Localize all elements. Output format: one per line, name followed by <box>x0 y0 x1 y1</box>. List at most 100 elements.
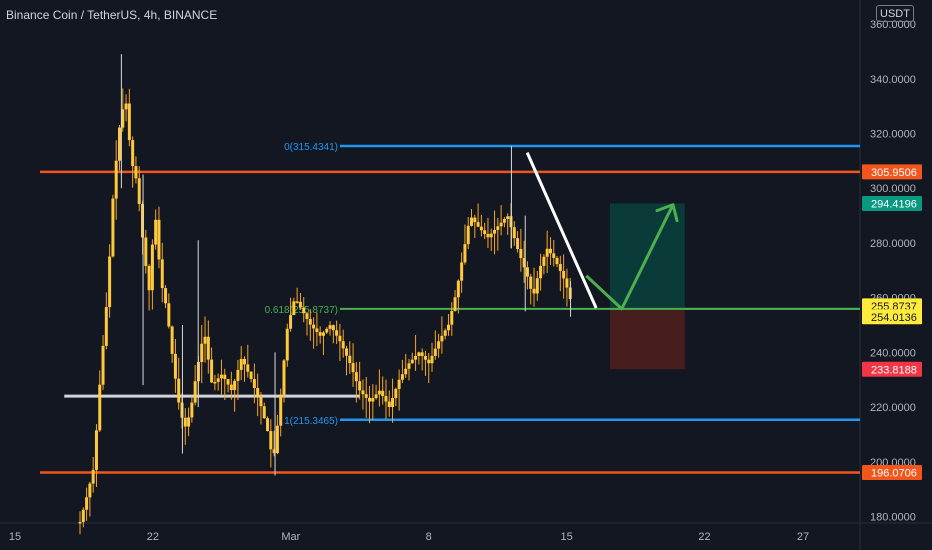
candle-body <box>187 417 191 427</box>
projection-arrow[interactable] <box>585 203 675 311</box>
candle-body <box>328 325 332 329</box>
candle-body <box>150 244 154 291</box>
price-tag[interactable] <box>862 195 922 211</box>
candle-body <box>558 264 562 271</box>
candle-body <box>371 398 375 402</box>
candle-body <box>114 160 118 199</box>
candle-body <box>289 315 293 329</box>
position-stop-zone[interactable] <box>609 308 685 370</box>
price-tag-label: 305.9506 <box>871 167 917 179</box>
candle-body <box>443 330 447 336</box>
candle-body <box>344 348 348 356</box>
candle-body <box>275 425 279 454</box>
candle-body <box>223 374 227 380</box>
candle-body <box>364 394 368 398</box>
y-tick-label: 180.0000 <box>870 512 916 524</box>
candle-body <box>124 103 128 110</box>
candle-body <box>164 288 168 304</box>
candle-body <box>85 497 89 510</box>
candle-body <box>512 227 516 239</box>
candle-body <box>410 359 414 364</box>
price-tag-label: 254.0136 <box>871 312 917 324</box>
candle-body <box>154 219 158 245</box>
candle-body <box>506 216 510 220</box>
candle-body <box>91 469 95 484</box>
candle-body <box>279 394 283 426</box>
candle-body <box>493 229 497 234</box>
fib-level-label: 0.618(255.8737) <box>265 305 338 316</box>
candle-body <box>562 270 566 279</box>
candle-body <box>318 332 322 336</box>
candle-body <box>361 390 365 395</box>
candle-body <box>420 352 424 357</box>
price-tag[interactable] <box>862 361 922 377</box>
descending-trendline[interactable] <box>525 152 598 309</box>
candle-body <box>548 248 552 254</box>
candle-body <box>108 256 112 308</box>
candle-body <box>374 394 378 399</box>
candle-body <box>101 345 105 385</box>
candle-body <box>489 233 493 238</box>
currency-selector[interactable]: USDT <box>876 5 914 22</box>
candle-body <box>430 355 434 364</box>
x-tick-label: 8 <box>426 531 432 543</box>
candle-body <box>414 355 418 360</box>
candle-body <box>193 381 197 403</box>
candle-body <box>262 406 266 419</box>
candle-body <box>545 248 549 257</box>
candle-body <box>81 509 85 522</box>
candle-body <box>256 387 260 398</box>
candle-body <box>206 336 210 360</box>
candle-body <box>246 364 250 372</box>
candle-body <box>446 324 450 331</box>
candle-body <box>453 297 457 311</box>
candle-body <box>141 204 145 238</box>
candle-body <box>170 326 174 354</box>
candle-body <box>104 307 108 346</box>
candle-body <box>236 369 240 381</box>
candle-body <box>295 301 299 303</box>
y-tick-label: 360.0000 <box>870 19 916 31</box>
candle-body <box>387 401 391 408</box>
candle-body <box>519 249 523 259</box>
candle-body <box>177 378 181 403</box>
candle-body <box>160 259 164 289</box>
price-tag-label: 233.8188 <box>871 364 917 376</box>
x-tick-label: 27 <box>797 531 809 543</box>
candle-body <box>157 219 161 260</box>
candle-body <box>272 449 276 454</box>
candle-body <box>259 397 263 407</box>
candle-body <box>239 358 243 370</box>
candle-body <box>479 226 483 231</box>
x-tick-label: 22 <box>147 531 159 543</box>
candle-body <box>539 265 543 279</box>
candle-body <box>499 222 503 227</box>
candle-body <box>529 276 533 289</box>
price-tag[interactable] <box>862 164 922 180</box>
x-tick-label: 22 <box>698 531 710 543</box>
projection-arrow-head <box>655 203 679 223</box>
y-tick-label: 340.0000 <box>870 74 916 86</box>
candle-body <box>183 417 187 427</box>
candle-body <box>190 402 194 418</box>
candle-body <box>466 225 470 245</box>
x-tick-label: 15 <box>560 531 572 543</box>
candle-body <box>338 335 342 342</box>
fib-level-label: 1(215.3465) <box>284 416 338 427</box>
candle-body <box>173 353 177 379</box>
price-tag[interactable] <box>862 309 922 325</box>
candle-body <box>486 233 490 238</box>
price-tag-label: 294.4196 <box>871 198 917 210</box>
candle-body <box>483 230 487 234</box>
candle-body <box>266 418 270 432</box>
candle-body <box>252 379 256 388</box>
candle-body <box>423 356 427 360</box>
candle-body <box>229 384 233 391</box>
candle-body <box>269 431 273 450</box>
price-tag[interactable] <box>862 465 922 481</box>
candle-body <box>200 343 204 362</box>
candle-body <box>134 166 138 179</box>
candle-body <box>384 396 388 402</box>
candle-body <box>358 381 362 391</box>
